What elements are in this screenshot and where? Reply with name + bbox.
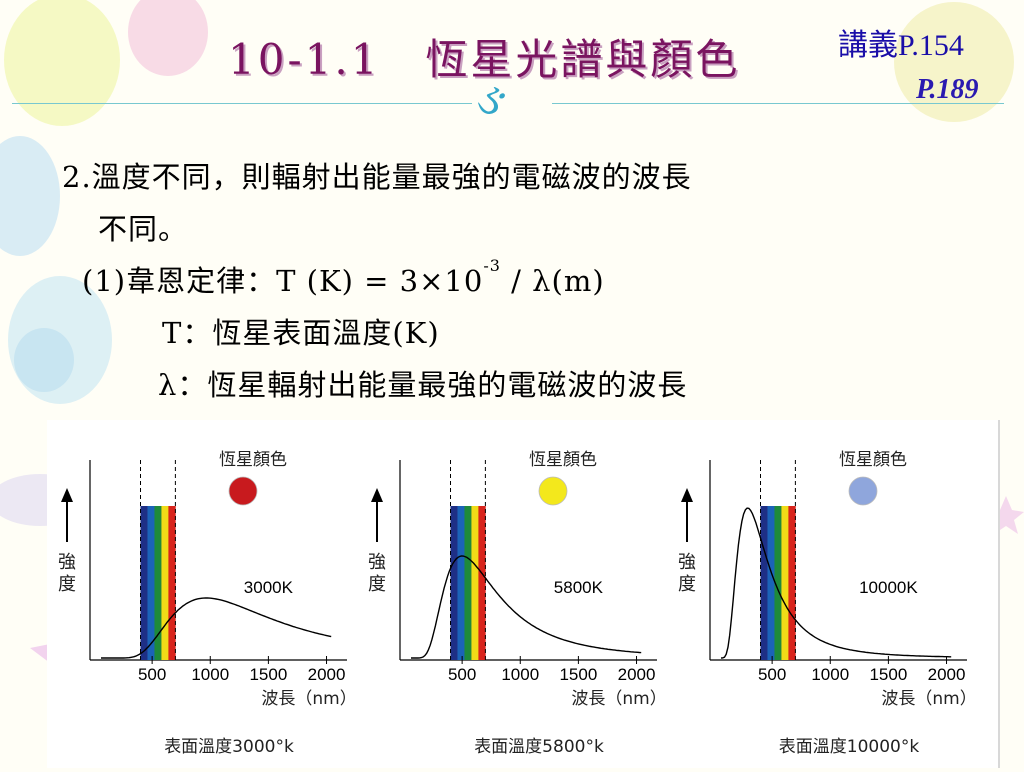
y-axis-label-bottom: 度 xyxy=(678,574,696,595)
visible-band-stripe xyxy=(168,506,176,660)
balloon-decoration xyxy=(128,0,208,76)
x-axis-label: 波長（nm） xyxy=(881,689,976,709)
visible-band-stripe xyxy=(767,506,775,660)
slide-title: 10-1.1 恆星光譜與顏色 xyxy=(228,35,741,84)
balloon-decoration xyxy=(14,328,74,392)
balloon-decoration xyxy=(4,0,120,126)
visible-band-stripe xyxy=(464,506,472,660)
y-axis-label-top: 強 xyxy=(368,552,386,573)
visible-band-stripe xyxy=(147,506,155,660)
chart-caption: 表面溫度5800°k xyxy=(474,737,604,757)
star-color-swatch xyxy=(228,476,258,506)
visible-band-stripe xyxy=(471,506,479,660)
star-color-swatch xyxy=(538,476,568,506)
star-color-label: 恆星顏色 xyxy=(219,450,287,470)
x-tick-label: 1500 xyxy=(559,665,597,684)
wien-law: (1)韋恩定律：T (K) = 3×10-3 / λ(m) xyxy=(82,256,605,300)
ornament-icon: ઙ xyxy=(474,75,503,124)
chart-caption: 表面溫度10000°k xyxy=(779,737,920,757)
temperature-label: 3000K xyxy=(244,578,294,597)
textbook-page-ref: 講義P.154 xyxy=(838,29,964,62)
spectrum-curve xyxy=(411,555,642,659)
spectrum-curve xyxy=(101,597,332,659)
wien-law-label: (1)韋恩定律： xyxy=(82,264,277,298)
wien-law-exponent: -3 xyxy=(483,256,501,275)
x-axis-label: 波長（nm） xyxy=(571,689,666,709)
temperature-label: 10000K xyxy=(859,578,918,597)
definition-lambda: λ：恆星輻射出能量最強的電磁波的波長 xyxy=(158,368,688,402)
point-2: 2.溫度不同，則輻射出能量最強的電磁波的波長 xyxy=(62,154,692,196)
point-2-text: 溫度不同，則輻射出能量最強的電磁波的波長 xyxy=(91,160,692,194)
visible-band-stripe xyxy=(760,506,768,660)
title-rule-right xyxy=(552,103,1004,104)
balloon-decoration xyxy=(894,2,1014,122)
definition-t: T：恆星表面溫度(K) xyxy=(162,316,440,350)
x-tick-label: 2000 xyxy=(308,665,346,684)
star-color-swatch xyxy=(848,476,878,506)
x-tick-label: 1500 xyxy=(249,665,287,684)
spectrum-curve xyxy=(720,507,952,659)
y-axis-label-bottom: 度 xyxy=(368,574,386,595)
intensity-arrow-icon xyxy=(61,488,73,502)
star-color-label: 恆星顏色 xyxy=(529,450,597,470)
x-tick-label: 500 xyxy=(138,665,166,684)
y-axis-label-top: 強 xyxy=(58,552,76,573)
visible-band-stripe xyxy=(154,506,162,660)
x-tick-label: 1500 xyxy=(869,665,907,684)
x-tick-label: 1000 xyxy=(191,665,229,684)
visible-band-stripe xyxy=(140,506,148,660)
x-tick-label: 1000 xyxy=(811,665,849,684)
title-rule-left xyxy=(12,103,472,104)
visible-band-stripe xyxy=(788,506,796,660)
point-number: 2. xyxy=(62,160,92,194)
visible-band-stripe xyxy=(450,506,458,660)
y-axis-label-bottom: 度 xyxy=(58,574,76,595)
wien-law-rhs: / λ(m) xyxy=(500,264,605,298)
x-tick-label: 500 xyxy=(758,665,786,684)
star-color-label: 恆星顏色 xyxy=(839,450,907,470)
visible-band-stripe xyxy=(161,506,169,660)
wien-law-lhs: T (K) = 3×10 xyxy=(276,264,484,298)
temperature-label: 5800K xyxy=(554,578,604,597)
x-tick-label: 500 xyxy=(448,665,476,684)
workbook-page-ref: P.189 xyxy=(916,74,979,105)
visible-band-stripe xyxy=(478,506,486,660)
point-2-continued: 不同。 xyxy=(98,212,189,246)
y-axis-label-top: 強 xyxy=(678,552,696,573)
x-tick-label: 2000 xyxy=(618,665,656,684)
balloon-decoration xyxy=(0,136,60,256)
visible-band-stripe xyxy=(774,506,782,660)
intensity-arrow-icon xyxy=(371,488,383,502)
spectrum-figure-panel: 強度 500 1000 1500 2000 波長（nm） 3000K 恆星顏色 表面溫度3000… xyxy=(47,420,1000,768)
x-tick-label: 2000 xyxy=(928,665,966,684)
x-axis-label: 波長（nm） xyxy=(261,689,356,709)
intensity-arrow-icon xyxy=(681,488,693,502)
visible-band-stripe xyxy=(781,506,789,660)
visible-band-stripe xyxy=(457,506,465,660)
x-tick-label: 1000 xyxy=(501,665,539,684)
chart-caption: 表面溫度3000°k xyxy=(164,737,294,757)
